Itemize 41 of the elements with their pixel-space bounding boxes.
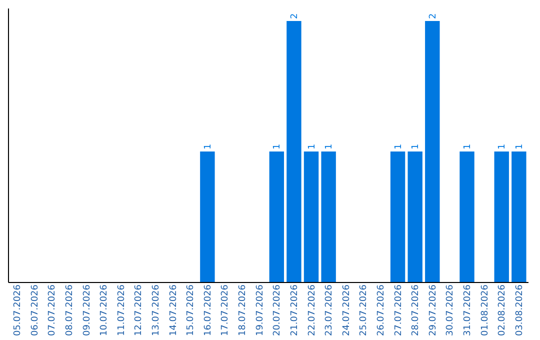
x-tick-label: 28.07.2026	[411, 284, 422, 336]
x-tick-label: 09.07.2026	[82, 284, 92, 336]
x-tick-label: 12.07.2026	[134, 284, 144, 336]
x-tick-label: 07.07.2026	[48, 284, 58, 336]
x-tick-label: 03.08.2026	[514, 284, 525, 336]
data-label: 1	[498, 144, 508, 150]
x-tick-label: 18.07.2026	[238, 284, 248, 336]
x-tick-label: 17.07.2026	[220, 284, 231, 336]
data-label: 2	[290, 13, 300, 20]
data-label: 1	[307, 144, 318, 150]
x-tick-label: 24.07.2026	[342, 284, 352, 336]
data-label: 1	[272, 144, 283, 150]
x-tick-label: 08.07.2026	[65, 284, 75, 336]
x-tick-label: 27.07.2026	[394, 284, 404, 336]
x-tick-label: 10.07.2026	[100, 284, 110, 336]
data-label: 1	[514, 144, 525, 150]
data-label: 1	[411, 144, 422, 150]
x-tick-label: 25.07.2026	[359, 284, 370, 336]
x-tick-label: 29.07.2026	[428, 284, 438, 336]
x-tick-label: 30.07.2026	[446, 284, 456, 336]
x-tick-label: 15.07.2026	[186, 284, 196, 336]
x-tick-label: 21.07.2026	[290, 284, 300, 336]
x-tick-label: 11.07.2026	[116, 284, 127, 336]
data-label: 1	[463, 144, 473, 150]
data-label: 1	[394, 144, 404, 150]
x-tick-label: 05.07.2026	[13, 284, 24, 336]
x-tick-label: 20.07.2026	[272, 284, 283, 336]
x-tick-label: 23.07.2026	[324, 284, 335, 336]
x-tick-label: 01.08.2026	[480, 284, 490, 336]
x-tick-label: 13.07.2026	[152, 284, 162, 336]
x-tick-label: 16.07.2026	[203, 284, 214, 336]
x-tick-label: 26.07.2026	[376, 284, 386, 336]
x-tick-label: 14.07.2026	[168, 284, 179, 336]
data-label: 1	[324, 144, 335, 150]
data-label: 1	[203, 144, 214, 150]
x-tick-label: 22.07.2026	[307, 284, 318, 336]
x-tick-label: 31.07.2026	[463, 284, 473, 336]
data-label: 2	[428, 13, 438, 20]
x-tick-label: 06.07.2026	[30, 284, 40, 336]
x-tick-label: 02.08.2026	[498, 284, 508, 336]
x-tick-label: 19.07.2026	[255, 284, 266, 336]
